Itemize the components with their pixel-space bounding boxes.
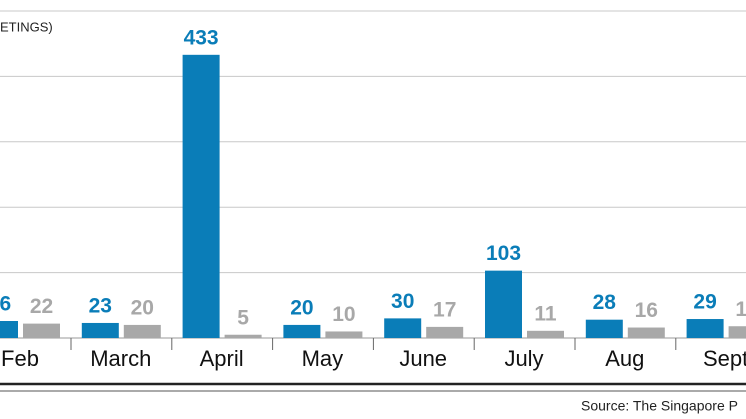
value-label: 16 bbox=[635, 299, 658, 322]
x-tick-label: Aug bbox=[605, 346, 644, 371]
value-label: 26 bbox=[0, 293, 11, 316]
bar bbox=[728, 326, 746, 338]
value-label: 17 bbox=[433, 298, 456, 321]
bar bbox=[485, 270, 522, 338]
value-label: 22 bbox=[30, 295, 53, 318]
bar bbox=[627, 327, 665, 338]
value-label: 103 bbox=[486, 242, 521, 265]
bar bbox=[686, 319, 724, 338]
bar bbox=[23, 323, 60, 338]
value-label: 5 bbox=[237, 306, 249, 329]
value-label: 11 bbox=[534, 302, 557, 325]
value-label: 20 bbox=[131, 296, 154, 319]
x-tick-label: May bbox=[302, 346, 344, 371]
bar bbox=[123, 324, 161, 338]
x-tick-label: Sept bbox=[703, 346, 746, 371]
bar bbox=[283, 324, 321, 338]
bar bbox=[182, 54, 220, 339]
x-tick-label: Feb bbox=[1, 346, 39, 371]
value-label: 10 bbox=[332, 303, 355, 326]
bar bbox=[325, 331, 363, 338]
bar bbox=[585, 319, 623, 338]
value-label: 23 bbox=[89, 295, 112, 318]
chart-title: ETINGS) bbox=[0, 19, 53, 34]
bar bbox=[0, 320, 18, 338]
value-label: 28 bbox=[593, 291, 617, 314]
bar bbox=[527, 330, 564, 338]
bar bbox=[384, 318, 422, 338]
value-label: 30 bbox=[391, 290, 414, 313]
source: Source: The Singapore P bbox=[581, 398, 738, 414]
bar bbox=[224, 334, 262, 338]
bar bbox=[426, 326, 464, 338]
bar bbox=[81, 322, 119, 338]
x-tick-label: March bbox=[90, 346, 151, 371]
value-label: 433 bbox=[184, 26, 219, 49]
x-tick-label: April bbox=[200, 346, 244, 371]
value-label: 18 bbox=[735, 298, 746, 321]
value-label: 20 bbox=[290, 296, 313, 319]
x-tick-label: July bbox=[504, 346, 543, 371]
x-tick-label: June bbox=[399, 346, 447, 371]
value-label: 29 bbox=[693, 291, 716, 314]
